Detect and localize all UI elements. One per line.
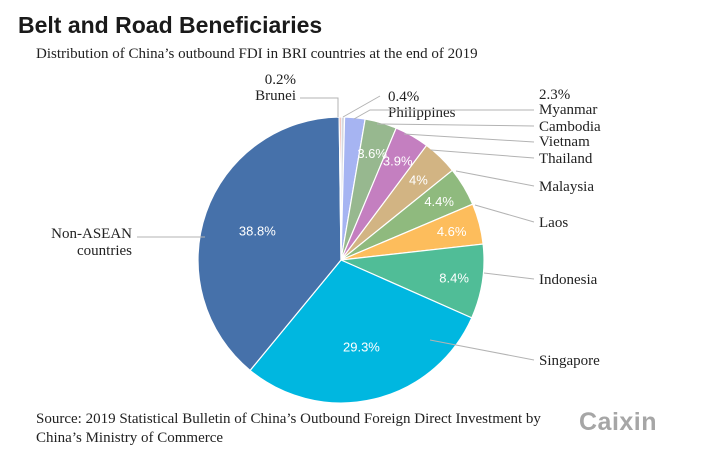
slice-value-label: 4.4% <box>424 194 454 209</box>
slice-value-label: 8.4% <box>439 270 469 285</box>
slice-category-label: Vietnam <box>539 134 590 150</box>
leader-line <box>300 97 339 117</box>
slice-category-label: Brunei <box>255 88 296 104</box>
slice-category-label: Philippines <box>388 105 456 121</box>
chart-title: Belt and Road Beneficiaries <box>18 12 323 38</box>
leader-line <box>429 339 535 361</box>
chart-subtitle: Distribution of China’s outbound FDI in … <box>36 46 478 62</box>
leader-line <box>342 95 381 118</box>
slice-value-label: 29.3% <box>343 339 380 354</box>
leader-line <box>403 133 535 143</box>
slice-value-label: 38.8% <box>239 224 276 239</box>
slice-value-label: 4% <box>409 173 428 188</box>
slice-value-label: 0.2% <box>265 72 296 88</box>
leader-line <box>455 170 535 187</box>
slice-value-label: 3.9% <box>383 154 413 169</box>
slice-category-label: Myanmar <box>539 102 597 118</box>
leader-line <box>353 109 534 120</box>
pie-slice-non-asean-countries <box>197 116 342 372</box>
leader-line <box>376 123 535 127</box>
leader-line <box>483 272 535 280</box>
slice-value-label: 3.6% <box>357 146 387 161</box>
pie-slice-brunei <box>338 116 342 261</box>
slice-value-label: 4.6% <box>437 224 467 239</box>
pie-labels: 0.4%Philippines 2.3%Myanmar 3.6% Cambodia 3.… <box>51 72 601 369</box>
leader-line <box>430 149 535 159</box>
leader-line <box>474 204 535 223</box>
slice-category-label: Indonesia <box>539 272 598 288</box>
slice-category-label: Malaysia <box>539 179 594 195</box>
slice-category-label: Laos <box>539 215 568 231</box>
caixin-logo: Caixin <box>579 408 658 436</box>
slice-category-label: Cambodia <box>539 119 601 135</box>
slice-category-label: Singapore <box>539 353 600 369</box>
slice-category-label: Thailand <box>539 151 593 167</box>
slice-value-label: 0.4% <box>388 89 419 105</box>
slice-category-label: countries <box>77 243 132 259</box>
pie-slices <box>197 116 485 404</box>
slice-category-label: Non-ASEAN <box>51 226 132 242</box>
source-note: Source: 2019 Statistical Bulletin of Chi… <box>36 411 541 446</box>
slice-value-label: 2.3% <box>539 87 570 103</box>
